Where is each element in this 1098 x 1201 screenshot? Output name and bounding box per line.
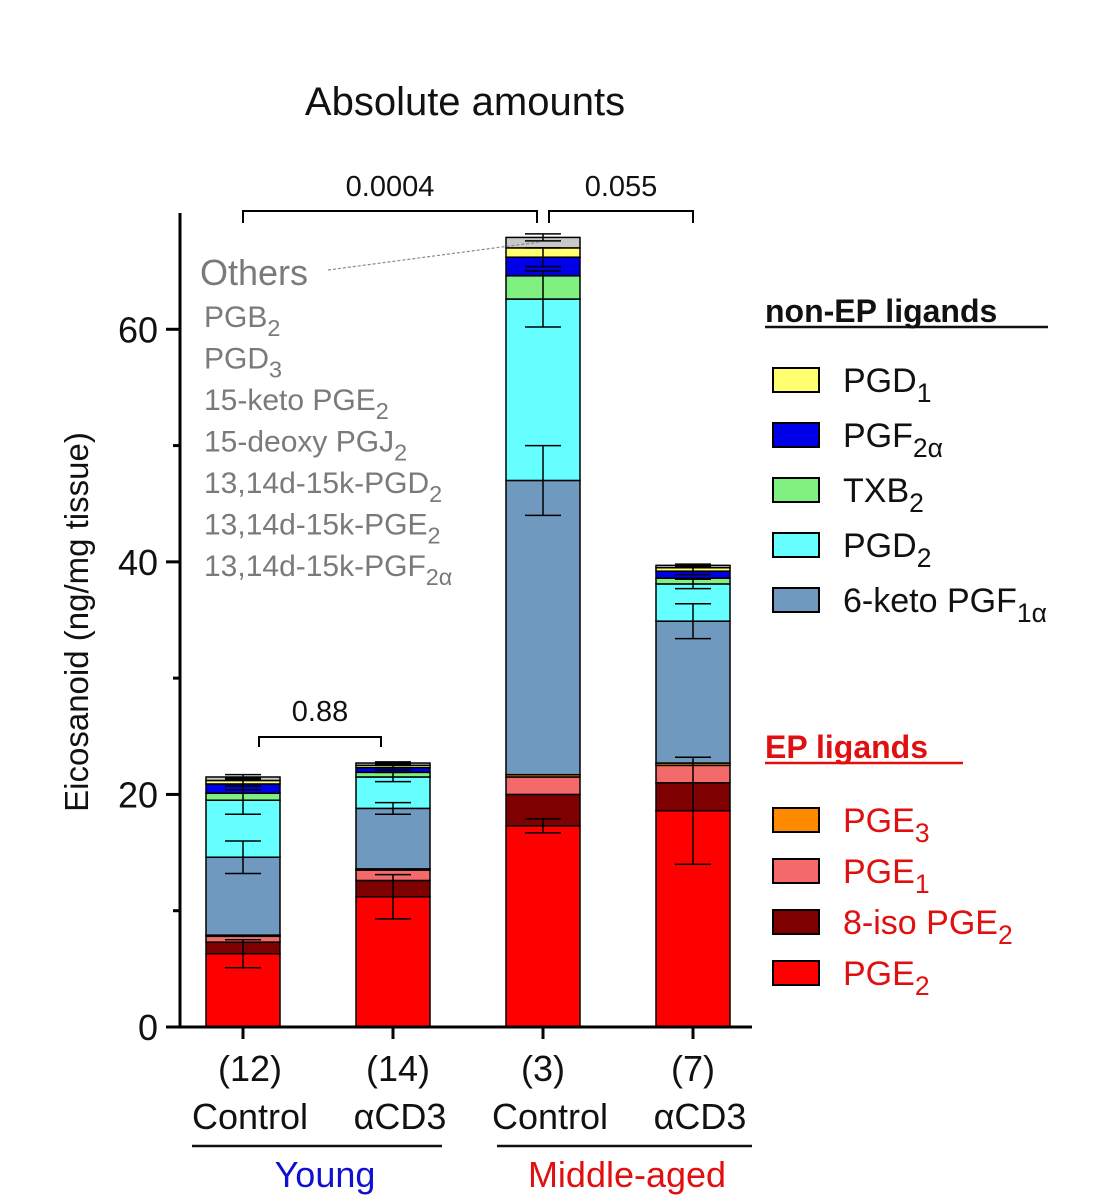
legend-group-title: EP ligands [765,729,928,765]
x-category-n: (14) [366,1048,430,1089]
legend-swatch [772,960,820,986]
y-tick-label: 60 [118,309,158,350]
legend-item-label-base: TXB [843,472,909,510]
others-item-sub: 2α [426,564,453,590]
legend-item-label-base: 8-iso PGE [843,904,998,942]
others-item: 15-keto PGE2 [204,384,389,424]
others-item-sub: 2 [376,398,389,424]
others-item: 15-deoxy PGJ2 [204,426,407,466]
comparison-bracket [548,210,694,223]
legend-swatch [772,807,820,833]
legend-item-label-base: PGE [843,853,915,891]
y-tick-label: 40 [118,542,158,583]
error-bars-layer [225,233,711,969]
legend-item-label-sub: 1 [917,378,932,408]
legend-item-label-base: PGD [843,362,917,400]
legend-item-label: 8-iso PGE2 [843,904,1013,950]
legend-item-label-base: PGE [843,802,915,840]
x-category-label: αCD3 [654,1096,747,1137]
others-item: PGB2 [204,301,280,341]
legend-swatch [772,532,820,558]
others-leader-line [327,241,540,271]
x-category-label: Control [192,1096,308,1137]
legend-swatch [772,587,820,613]
others-item-base: PGD [204,343,269,376]
legend-item-label-sub: 2 [998,920,1013,950]
p-value-label: 0.0004 [346,171,435,203]
legend-group-title: non-EP ligands [765,293,997,329]
legend-item-label: PGF2α [843,417,943,463]
others-item-base: 13,14d-15k-PGD [204,467,429,500]
legend-item-label: PGE3 [843,802,930,848]
others-item-base: PGB [204,301,267,334]
legend-item-label: 6-keto PGF1α [843,582,1047,628]
bar-segment [655,620,731,764]
legend-item-label-base: PGF [843,417,913,455]
others-item-sub: 2 [427,523,440,549]
others-item-sub: 2 [267,315,280,341]
legend-item-label-sub: 1α [1017,598,1047,628]
legend-swatch [772,477,820,503]
others-item-sub: 3 [269,357,282,383]
others-item-base: 15-keto PGE [204,384,376,417]
axes-layer: 0 20 40 60 [118,213,752,1048]
comparison-bracket [242,210,538,223]
legend-item-label-sub: 2 [915,971,930,1001]
x-category-label: Control [492,1096,608,1137]
legend-item-label: PGD2 [843,527,931,573]
x-category-label: αCD3 [354,1096,447,1137]
others-item: 13,14d-15k-PGD2 [204,467,442,507]
legend-swatch [772,422,820,448]
others-item-base: 13,14d-15k-PGF [204,550,426,583]
legend-swatch [772,909,820,935]
legend-item-label: PGE2 [843,955,930,1001]
bar-segment [505,825,581,1028]
legend-item-label-sub: 2α [913,433,943,463]
bars-layer [205,236,731,1028]
comparison-brackets-layer: 0.0004 0.055 0.88 [242,171,694,747]
bar-segment [355,807,431,870]
p-value-label: 0.88 [292,696,348,728]
legend-item-label: TXB2 [843,472,924,518]
legend-item-label-sub: 1 [915,869,930,899]
group-label: Young [275,1154,376,1195]
bar-segment [505,776,581,796]
p-value-label: 0.055 [585,171,658,203]
x-axis-labels: (12) Control (14) αCD3 (3) Control (7) αCD3 Youn… [192,1048,752,1195]
legend-swatch [772,858,820,884]
comparison-bracket [258,736,382,747]
x-category-n: (12) [218,1048,282,1089]
legend-item-label-base: PGE [843,955,915,993]
others-item: 13,14d-15k-PGE2 [204,509,440,549]
others-item-base: 13,14d-15k-PGE [204,509,427,542]
legend-item-label-base: 6-keto PGF [843,582,1017,620]
bar-segment [205,856,281,936]
others-item: PGD3 [204,343,282,383]
others-item: 13,14d-15k-PGF2α [204,550,452,590]
y-tick-label: 0 [138,1007,158,1048]
others-title: Others [200,252,308,293]
others-item-sub: 2 [429,481,442,507]
legend-swatch [772,367,820,393]
legend-item-label-sub: 2 [917,543,932,573]
legend-item-label-sub: 2 [909,488,924,518]
x-category-n: (3) [521,1048,565,1089]
chart-title: Absolute amounts [305,80,625,124]
y-tick-label: 20 [118,774,158,815]
legend-item-label-base: PGD [843,527,917,565]
y-axis-label: Eicosanoid (ng/mg tissue) [58,432,95,812]
x-category-n: (7) [671,1048,715,1089]
bar-segment [505,479,581,776]
others-item-sub: 2 [394,440,407,466]
legend-item-label: PGD1 [843,362,931,408]
legend-item-label: PGE1 [843,853,930,899]
legend-item-label-sub: 3 [915,818,930,848]
others-item-base: 15-deoxy PGJ [204,426,394,459]
group-label: Middle-aged [528,1154,726,1195]
